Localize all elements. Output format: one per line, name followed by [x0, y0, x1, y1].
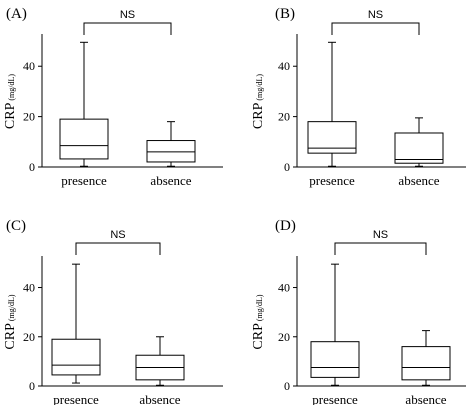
panel-label: (B) — [275, 6, 295, 22]
box-presence — [51, 263, 101, 384]
panel-label: (A) — [6, 6, 27, 22]
bracket-line — [334, 242, 427, 255]
x-category-label: absence — [405, 392, 446, 405]
y-tick-label: 40 — [23, 281, 35, 295]
x-category-label: presence — [309, 173, 355, 188]
iqr-box — [401, 346, 451, 381]
x-category-label: absence — [139, 392, 180, 405]
x-category-label: absence — [150, 173, 191, 188]
box-absence — [135, 336, 185, 386]
significance-label: NS — [368, 9, 383, 21]
box-presence — [307, 41, 357, 167]
axes — [293, 34, 466, 168]
significance-label: NS — [373, 229, 388, 241]
axes — [293, 256, 466, 387]
x-category-label: presence — [61, 173, 107, 188]
significance-bracket — [334, 242, 427, 255]
box-absence — [146, 121, 196, 167]
iqr-box — [146, 140, 196, 163]
x-category-label: presence — [312, 392, 358, 405]
y-tick-label: 0 — [284, 160, 290, 174]
bracket-line — [75, 242, 161, 255]
axes — [38, 256, 223, 387]
x-category-label: absence — [398, 173, 439, 188]
box-absence — [394, 117, 444, 167]
iqr-box — [394, 132, 444, 164]
significance-bracket — [331, 22, 420, 35]
bracket-line — [83, 22, 172, 35]
y-tick-label: 20 — [278, 110, 290, 124]
box-presence — [59, 41, 109, 167]
y-axis-label: CRP(mg/dL) — [3, 74, 18, 129]
significance-bracket — [75, 242, 161, 255]
significance-label: NS — [110, 229, 125, 241]
significance-bracket — [83, 22, 172, 35]
iqr-box — [59, 118, 109, 160]
y-tick-label: 20 — [23, 110, 35, 124]
x-category-label: presence — [53, 392, 99, 405]
y-axis-label: CRP(mg/dL) — [3, 294, 18, 349]
significance-label: NS — [120, 9, 135, 21]
panel-label: (C) — [6, 218, 26, 234]
y-tick-label: 20 — [23, 330, 35, 344]
panel-d: (D) 0 20 40 CRP(mg/dL) presence absence NS — [251, 218, 466, 405]
panel-a: (A) 0 20 40 CRP(mg/dL) presence absence NS — [3, 6, 223, 188]
box-absence — [401, 330, 451, 386]
y-tick-label: 40 — [278, 281, 290, 295]
y-tick-label: 0 — [284, 379, 290, 393]
y-tick-label: 0 — [29, 160, 35, 174]
iqr-box — [51, 338, 101, 376]
bracket-line — [331, 22, 420, 35]
y-tick-label: 0 — [29, 379, 35, 393]
y-axis-label: CRP(mg/dL) — [251, 294, 266, 349]
panel-label: (D) — [275, 218, 296, 234]
axes — [38, 34, 223, 168]
y-tick-label: 40 — [278, 59, 290, 73]
y-tick-label: 20 — [278, 330, 290, 344]
panel-c: (C) 0 20 40 CRP(mg/dL) presence absence NS — [3, 218, 223, 405]
y-tick-label: 40 — [23, 59, 35, 73]
iqr-box — [307, 121, 357, 154]
iqr-box — [310, 341, 360, 378]
panel-b: (B) 0 20 40 CRP(mg/dL) presence absence NS — [251, 6, 466, 188]
box-presence — [310, 263, 360, 386]
y-axis-label: CRP(mg/dL) — [251, 74, 266, 129]
